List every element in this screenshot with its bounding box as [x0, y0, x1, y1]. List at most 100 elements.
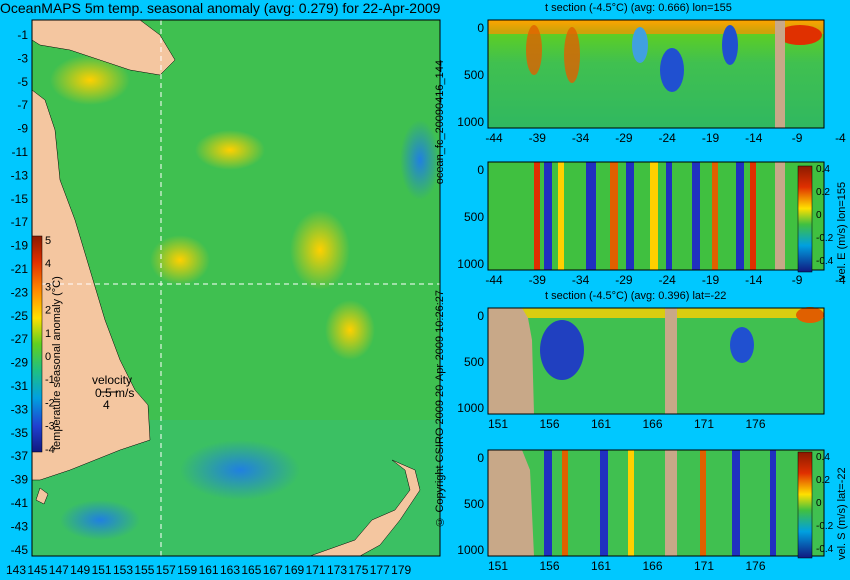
panel-y-tick-label: 0: [477, 21, 484, 35]
panel-cbar-tick-label: 0: [816, 498, 822, 509]
velocity-legend-title: velocity: [92, 373, 132, 387]
panel-x-tick-label: -9: [792, 131, 803, 145]
panel-y-tick-label: 0: [477, 309, 484, 323]
lon-tick-label: 145: [27, 563, 47, 577]
panel-x-tick-label: -34: [572, 273, 590, 287]
panel-x-tick-label: -24: [659, 273, 677, 287]
lat-tick-label: -39: [11, 473, 29, 487]
colorbar-ticks: 5 4 3 2 1 0 -1 -2 -3 -4: [45, 235, 55, 456]
panel-x-tick-label: -24: [659, 131, 677, 145]
colorbar-label: temperature seasonal anomaly (°C): [51, 276, 63, 450]
lon-tick-label: 165: [241, 563, 261, 577]
panel-x-tick-label: 161: [591, 417, 611, 431]
lat-tick-label: -3: [17, 51, 28, 65]
panel-y-tick-label: 500: [464, 355, 484, 369]
lat-tick-label: -17: [11, 215, 29, 229]
lat-ticks: -1 -3 -5 -7 -9 -11 -13 -15 -17 -19 -21 -23 -25 -27 -29…: [11, 28, 29, 557]
lon-tick-label: 171: [306, 563, 326, 577]
panel-y-tick-label: 0: [477, 163, 484, 177]
colorbar-tick-label: 1: [45, 328, 51, 340]
panel-3: [487, 307, 825, 415]
panel-2: [487, 161, 825, 273]
panel-x-tick-label: -19: [702, 131, 720, 145]
lat-tick-label: -25: [11, 309, 29, 323]
lat-tick-label: -7: [17, 98, 28, 112]
panel-x-tick-label: -34: [572, 131, 590, 145]
panel-x-tick-label: 171: [694, 559, 714, 573]
panel-x-tick-label: -39: [529, 131, 547, 145]
lon-tick-label: 173: [327, 563, 347, 577]
australia-land: [31, 89, 151, 481]
velocity-legend-speed: 0.5 m/s: [95, 386, 134, 400]
panel-cbar-tick-label: 0.2: [816, 187, 830, 198]
lat-tick-label: -21: [11, 262, 29, 276]
lat-tick-label: -37: [11, 449, 29, 463]
panel-cbar-tick-label: -0.4: [816, 256, 834, 267]
panel-x-tick-label: 171: [694, 417, 714, 431]
lat-tick-label: -33: [11, 402, 29, 416]
colorbar-tick-label: -1: [45, 374, 55, 386]
panel-x-tick-label: 151: [488, 559, 508, 573]
panel-x-tick-label: -29: [615, 131, 633, 145]
lat-tick-label: -13: [11, 168, 29, 182]
panel-x-tick-label: -39: [529, 273, 547, 287]
colorbar-tick-label: 2: [45, 305, 51, 317]
panel-x-tick-label: 176: [745, 559, 765, 573]
lat-tick-label: -5: [17, 75, 28, 89]
lat-tick-label: -1: [17, 28, 28, 42]
map-colorbar: [31, 235, 43, 453]
panel-x-tick-label: 156: [539, 559, 559, 573]
anomaly-map: -1-3-5-7-9-11-13-15-17-19-21-23-25-27-29…: [6, 19, 441, 577]
panel-x-tick-label: 156: [539, 417, 559, 431]
lon-tick-label: 159: [177, 563, 197, 577]
lat-tick-label: -19: [11, 239, 29, 253]
map-title: OceanMAPS 5m temp. seasonal anomaly (avg…: [0, 0, 441, 16]
panel-2-cbar-label: vel. E (m/s) lon=155: [836, 182, 848, 280]
lat-tick-label: -11: [12, 145, 29, 159]
panel-y-tick-label: 500: [464, 497, 484, 511]
colorbar-tick-label: 3: [45, 281, 51, 293]
lon-tick-label: 167: [263, 563, 283, 577]
lon-ticks: 143 145 147 149 151 153 155 157 159 161 163 165 167 1…: [6, 563, 412, 577]
lat-tick-label: -23: [11, 285, 29, 299]
lat-tick-label: -15: [11, 192, 29, 206]
lat-tick-label: -45: [11, 543, 29, 557]
panel-1: [487, 19, 825, 129]
panel-x-tick-label: 166: [642, 559, 662, 573]
lat-tick-label: -35: [11, 426, 29, 440]
panel-cbar-tick-label: 0: [816, 210, 822, 221]
velocity-legend-scale: 4: [103, 398, 110, 412]
lat-tick-label: -31: [11, 379, 29, 393]
colorbar-tick-label: 0: [45, 351, 51, 363]
lat-tick-label: -41: [11, 496, 29, 510]
panel-x-tick-label: 176: [745, 417, 765, 431]
panel-x-tick-label: 151: [488, 417, 508, 431]
panel-3-title: t section (-4.5°C) (avg: 0.396) lat=-22: [545, 290, 727, 302]
panel-cbar-tick-label: -0.2: [816, 521, 834, 532]
panel-y-tick-label: 1000: [457, 543, 484, 557]
panel-4: [487, 449, 825, 559]
tasmania-land: [35, 487, 49, 505]
panel-x-tick-label: -44: [485, 131, 503, 145]
lat-tick-label: -43: [11, 519, 29, 533]
panel-1-title: t section (-4.5°C) (avg: 0.666) lon=155: [545, 2, 732, 14]
colorbar-tick-label: -2: [45, 397, 55, 409]
panel-x-tick-label: 161: [591, 559, 611, 573]
lat-tick-label: -27: [11, 332, 29, 346]
panel-cbar-tick-label: -0.2: [816, 233, 834, 244]
anomaly-blobs: [50, 55, 440, 540]
lat-tick-label: -29: [11, 356, 29, 370]
panel-x-tick-label: -19: [702, 273, 720, 287]
lon-tick-label: 147: [49, 563, 69, 577]
lon-tick-label: 175: [348, 563, 368, 577]
panel-cbar-tick-label: 0.4: [816, 452, 830, 463]
panel-x-tick-label: 166: [642, 417, 662, 431]
panel-4-cbar-label: vel. S (m/s) lat=-22: [836, 467, 848, 560]
lat-tick-label: -9: [17, 122, 28, 136]
panel-x-tick-label: -4: [835, 273, 846, 287]
lon-tick-label: 179: [391, 563, 411, 577]
lon-tick-label: 177: [370, 563, 390, 577]
lon-tick-label: 169: [284, 563, 304, 577]
lon-tick-label: 143: [6, 563, 26, 577]
